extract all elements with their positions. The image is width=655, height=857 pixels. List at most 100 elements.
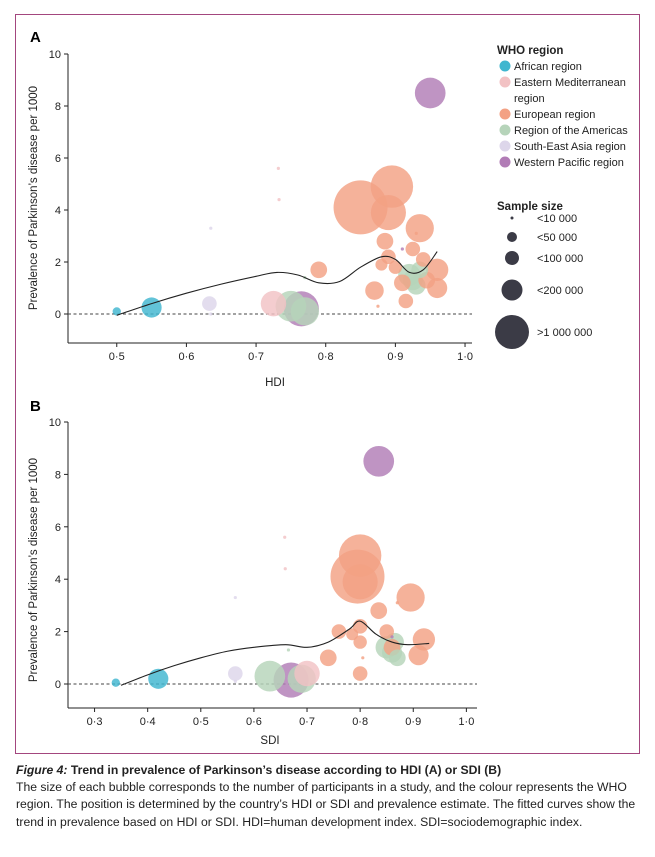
- panel-b-y-tick-label: 8: [55, 469, 61, 481]
- panel-a-x-tick-label: 0·6: [178, 351, 194, 363]
- panel-b-bubble-emr: [283, 535, 287, 539]
- panel-b-y-tick-label: 6: [55, 522, 61, 534]
- panel-b-bubble-amr: [388, 649, 406, 667]
- panel-a-y-tick-label: 10: [49, 49, 61, 61]
- panel-a-bubble-eur: [405, 241, 421, 257]
- panel-b-bubble-eur: [379, 624, 395, 639]
- panel-a-bubble-eur: [415, 252, 431, 267]
- legend-label-wpr: Western Pacific region: [514, 157, 624, 169]
- panel-a-bubble-eur: [370, 195, 406, 231]
- figure-frame: [15, 14, 640, 754]
- panel-b-x-tick-label: 0·5: [193, 716, 209, 728]
- panel-a-bubble-emr: [276, 166, 280, 170]
- panel-a-title: A: [30, 29, 41, 46]
- legend-size-label: <50 000: [537, 232, 577, 244]
- panel-b-y-tick-label: 2: [55, 627, 61, 639]
- panel-a-y-axis-label: Prevalence of Parkinson’s disease per 10…: [28, 86, 40, 310]
- panel-b-bubble-sear: [233, 679, 237, 683]
- panel-a-bubble-eur: [398, 293, 414, 309]
- panel-b-y-tick-label: 0: [55, 679, 61, 691]
- legend-size-title: Sample size: [497, 201, 563, 213]
- panel-b-bubble-eur: [395, 601, 399, 605]
- caption-heading: Figure 4: Trend in prevalence of Parkins…: [16, 763, 501, 777]
- panel-b-bubble-sear: [228, 666, 243, 681]
- panel-a-plot-area: 0 2 4 6 8 10 0·5 0·6 0·7 0·8 0·9 1·0: [49, 49, 473, 363]
- panel-a-bubble-eur: [310, 261, 328, 279]
- legend-label-emr: Eastern Mediterranean region: [514, 77, 626, 105]
- panel-a-fitted-curve: [116, 251, 438, 316]
- legend-size-marker: [507, 232, 517, 242]
- legend-label-amr: Region of the Americas: [514, 125, 628, 137]
- panel-a-y-tick-label: 6: [55, 153, 61, 165]
- panel-a-bubble-eur: [375, 258, 388, 271]
- panel-b-bubble-eur: [319, 649, 337, 667]
- legend-swatch-wpr: [499, 156, 511, 168]
- panel-a-bubble-eur: [365, 281, 384, 300]
- panel-b-bubble-african: [148, 668, 169, 689]
- legend-size-label: <100 000: [537, 253, 583, 265]
- panel-b-bubble-eur: [408, 645, 429, 666]
- panel-b-bubble-eur: [370, 602, 388, 619]
- panel-b-bubble-emr: [294, 660, 320, 687]
- panel-b-bubble-eur: [352, 666, 368, 681]
- panel-b-y-tick-label: 10: [49, 417, 61, 429]
- panel-a-bubble-sear: [209, 226, 213, 230]
- panel-b-bubble-eur: [412, 628, 436, 651]
- panel-b-x-tick-label: 0·4: [140, 716, 156, 728]
- legend-size-list: <10 000 <50 000 <100 000 <200 000 >1 000 000: [495, 213, 592, 349]
- legend-size-marker: [505, 251, 519, 265]
- panel-b-fitted-curve: [120, 620, 430, 686]
- figure-caption: Figure 4: Trend in prevalence of Parkins…: [16, 762, 641, 831]
- panel-a-y-tick-label: 2: [55, 257, 61, 269]
- panel-b-bubble-eur: [361, 656, 365, 660]
- panel-a-bubble-african: [112, 307, 121, 316]
- legend-region-list: African region Eastern Mediterranean regio…: [499, 60, 628, 169]
- panel-b-x-tick-label: 1·0: [458, 716, 474, 728]
- caption-title: Trend in prevalence of Parkinson’s disea…: [70, 763, 502, 777]
- panel-b-bubble-sear: [233, 595, 237, 600]
- panel-b-bubble-amr: [286, 648, 291, 652]
- legend-swatch-sear: [499, 140, 511, 152]
- panel-b-plot-area: 0 2 4 6 8 10 0·3 0·4 0·5 0·6 0·7 0·8 0·9 1·0: [49, 417, 477, 728]
- panel-a-bubble-sear: [202, 296, 217, 311]
- panel-a-x-tick-label: 0·9: [387, 351, 403, 363]
- panel-a-bubble-african: [141, 297, 162, 318]
- legend-label-eur: European region: [514, 109, 595, 121]
- panel-a-bubble-emr: [277, 198, 281, 202]
- panel-a-x-tick-label: 0·8: [318, 351, 334, 363]
- panel-a-x-axis-label: HDI: [265, 377, 285, 389]
- legend-size-label: >1 000 000: [537, 327, 592, 339]
- legend-label-african: African region: [514, 61, 582, 73]
- caption-body: The size of each bubble corresponds to t…: [16, 780, 636, 829]
- panel-b-bubble-wpr: [390, 635, 394, 639]
- panel-b-x-tick-label: 0·3: [87, 716, 103, 728]
- legend-size-label: <10 000: [537, 213, 577, 225]
- panel-a-bubble-wpr: [414, 77, 446, 109]
- panel-a-y-tick-label: 4: [55, 205, 61, 217]
- panel-a-x-tick-label: 0·7: [248, 351, 264, 363]
- panel-b-bubble-amr: [254, 660, 286, 692]
- panel-b-bubble-african: [111, 678, 120, 687]
- panel-a-bubble-eur: [393, 274, 411, 292]
- panel-a-bubble-eur: [388, 260, 403, 274]
- panel-b-bubble-eur: [342, 564, 378, 600]
- panel-a-bubble-eur: [414, 231, 418, 235]
- panel-a-bubble-eur: [376, 232, 394, 250]
- panel-b-bubble-eur: [396, 583, 425, 612]
- legend: WHO region African region Eastern Mediter…: [495, 45, 628, 349]
- legend-size-label: <200 000: [537, 285, 583, 297]
- figure-canvas: A Prevalence of Parkinson’s disease per …: [28, 29, 628, 747]
- panel-a-bubble-wpr: [400, 247, 404, 251]
- panel-b-y-tick-label: 4: [55, 574, 61, 586]
- panel-b-bubble-eur: [338, 534, 382, 577]
- panel-b-bubble-eur: [346, 628, 359, 641]
- panel-b-x-tick-label: 0·8: [352, 716, 368, 728]
- panel-a-y-tick-label: 8: [55, 101, 61, 113]
- legend-label-sear: South-East Asia region: [514, 141, 626, 153]
- legend-size-marker: [501, 279, 523, 301]
- panel-b-bubble-eur: [353, 635, 367, 649]
- panel-b-y-axis-label: Prevalence of Parkinson’s disease per 10…: [28, 458, 40, 682]
- panel-a-x-tick-label: 1·0: [457, 351, 473, 363]
- panel-b-x-axis-label: SDI: [260, 735, 279, 747]
- caption-label: Figure 4:: [16, 763, 68, 777]
